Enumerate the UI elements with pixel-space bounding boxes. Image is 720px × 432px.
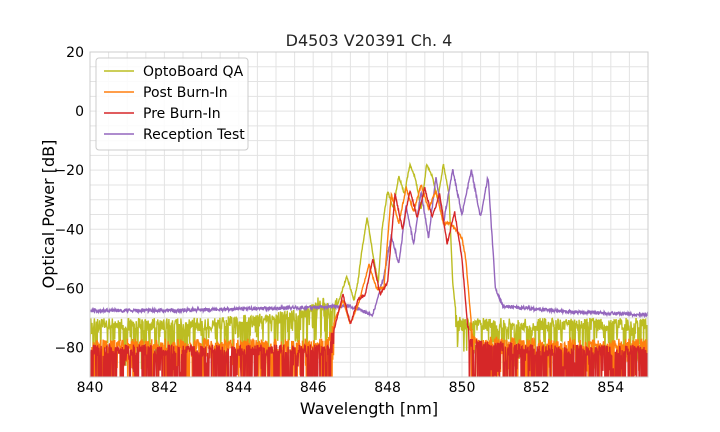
x-tick-label: 852 [523, 380, 550, 396]
chart-title: D4503 V20391 Ch. 4 [286, 31, 453, 50]
x-tick-label: 842 [151, 380, 178, 396]
x-tick-label: 850 [449, 380, 476, 396]
legend-label: Post Burn-In [143, 85, 228, 101]
legend-label: Reception Test [143, 127, 245, 143]
series-line-reception-test [90, 168, 648, 319]
y-tick-label: −60 [54, 281, 84, 297]
x-tick-label: 844 [225, 380, 252, 396]
legend-label: OptoBoard QA [143, 64, 244, 80]
x-tick-label: 848 [374, 380, 401, 396]
y-tick-label: 0 [75, 104, 84, 120]
x-tick-label: 846 [300, 380, 327, 396]
y-tick-label: 20 [66, 45, 84, 61]
y-tick-label: −40 [54, 222, 84, 238]
series-line-pre-burn-in [90, 187, 648, 377]
legend-label: Pre Burn-In [143, 106, 221, 122]
x-axis-label: Wavelength [nm] [300, 399, 438, 418]
y-axis-label: Optical Power [dB] [39, 140, 58, 289]
legend-box [95, 57, 249, 151]
series-line-optoboard-qa [90, 161, 648, 371]
y-tick-label: −80 [54, 340, 84, 356]
x-tick-label: 854 [597, 380, 624, 396]
plot-frame [89, 51, 649, 378]
y-tick-labels: 20 0 −20 −40 −60 −80 [54, 45, 84, 356]
x-tick-label: 840 [77, 380, 104, 396]
x-tick-labels: 840 842 844 846 848 850 852 854 [77, 380, 625, 396]
legend: OptoBoard QA Post Burn-In Pre Burn-In Recep… [95, 57, 249, 151]
series-layer [90, 161, 648, 377]
y-tick-label: −20 [54, 163, 84, 179]
